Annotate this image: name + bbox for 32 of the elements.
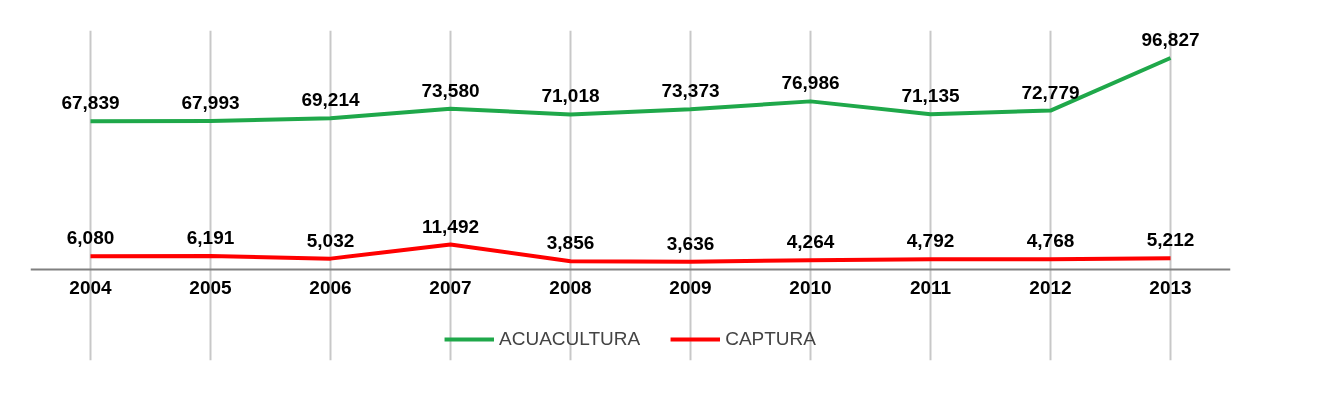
x-tick-label: 2013 bbox=[1149, 276, 1192, 298]
data-label: 6,191 bbox=[186, 227, 235, 249]
data-label: 4,792 bbox=[906, 230, 955, 252]
data-label: 5,212 bbox=[1146, 229, 1195, 251]
x-tick-label: 2010 bbox=[789, 276, 832, 298]
x-tick-label: 2009 bbox=[669, 276, 712, 298]
data-label: 67,839 bbox=[61, 92, 120, 114]
data-label: 72,779 bbox=[1021, 81, 1080, 103]
data-label: 3,856 bbox=[546, 232, 595, 254]
data-label: 5,032 bbox=[306, 229, 355, 251]
x-tick-label: 2008 bbox=[549, 276, 592, 298]
data-label: 4,264 bbox=[786, 231, 835, 253]
data-label: 4,768 bbox=[1026, 230, 1075, 252]
x-tick-label: 2012 bbox=[1029, 276, 1072, 298]
data-label: 71,018 bbox=[541, 85, 600, 107]
data-label: 73,580 bbox=[421, 79, 480, 101]
legend-label: ACUACULTURA bbox=[499, 328, 641, 350]
data-label: 76,986 bbox=[781, 72, 840, 94]
data-label: 69,214 bbox=[301, 89, 360, 111]
data-label: 3,636 bbox=[666, 232, 715, 254]
legend-label: CAPTURA bbox=[725, 328, 816, 350]
data-label: 96,827 bbox=[1141, 29, 1200, 51]
data-label: 6,080 bbox=[66, 227, 115, 249]
data-label: 67,993 bbox=[181, 92, 240, 114]
x-tick-label: 2004 bbox=[69, 276, 113, 298]
x-tick-label: 2005 bbox=[189, 276, 233, 298]
x-tick-label: 2011 bbox=[909, 276, 952, 298]
data-label: 71,135 bbox=[901, 85, 960, 107]
data-label: 11,492 bbox=[421, 215, 480, 237]
data-label: 73,373 bbox=[661, 80, 720, 102]
x-tick-label: 2006 bbox=[309, 276, 352, 298]
x-tick-label: 2007 bbox=[429, 276, 472, 298]
